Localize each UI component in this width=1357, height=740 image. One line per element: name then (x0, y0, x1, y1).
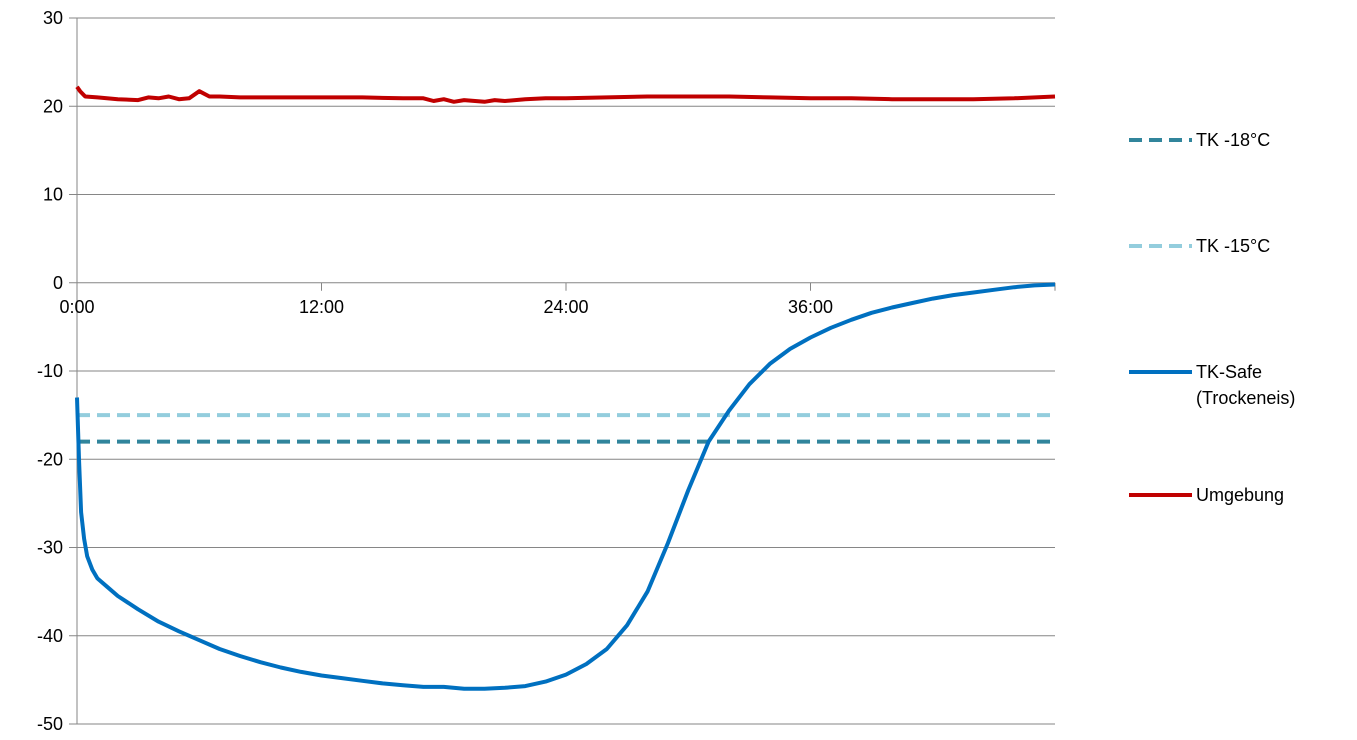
axes (69, 17, 1056, 725)
y-tick-label: -50 (37, 714, 63, 734)
legend: TK -18°C TK -15°C TK-Safe (Trockeneis) Umgeb… (1129, 130, 1295, 505)
legend-label: (Trockeneis) (1196, 388, 1295, 408)
y-tick-label: -20 (37, 449, 63, 469)
y-tick-label: -30 (37, 538, 63, 558)
x-tick-label: 0:00 (59, 297, 94, 317)
legend-label: TK -18°C (1196, 130, 1270, 150)
series-line-3 (75, 85, 1056, 104)
y-tick-label: 10 (43, 185, 63, 205)
y-tick-label: -40 (37, 626, 63, 646)
series-line-2 (75, 282, 1056, 691)
y-tick-label: -10 (37, 361, 63, 381)
y-tick-labels: 30 20 10 0 -10 -20 -30 -40 -50 (37, 8, 63, 734)
series-lines (75, 85, 1056, 691)
legend-label: Umgebung (1196, 485, 1284, 505)
legend-label: TK-Safe (1196, 362, 1262, 382)
gridlines (77, 17, 1055, 725)
x-tick-label: 24:00 (543, 297, 588, 317)
y-tick-label: 20 (43, 96, 63, 116)
x-tick-label: 36:00 (788, 297, 833, 317)
x-tick-labels: 0:00 12:00 24:00 36:00 (59, 297, 833, 317)
x-tick-label: 12:00 (299, 297, 344, 317)
y-tick-label: 30 (43, 8, 63, 28)
y-tick-label: 0 (53, 273, 63, 293)
legend-label: TK -15°C (1196, 236, 1270, 256)
